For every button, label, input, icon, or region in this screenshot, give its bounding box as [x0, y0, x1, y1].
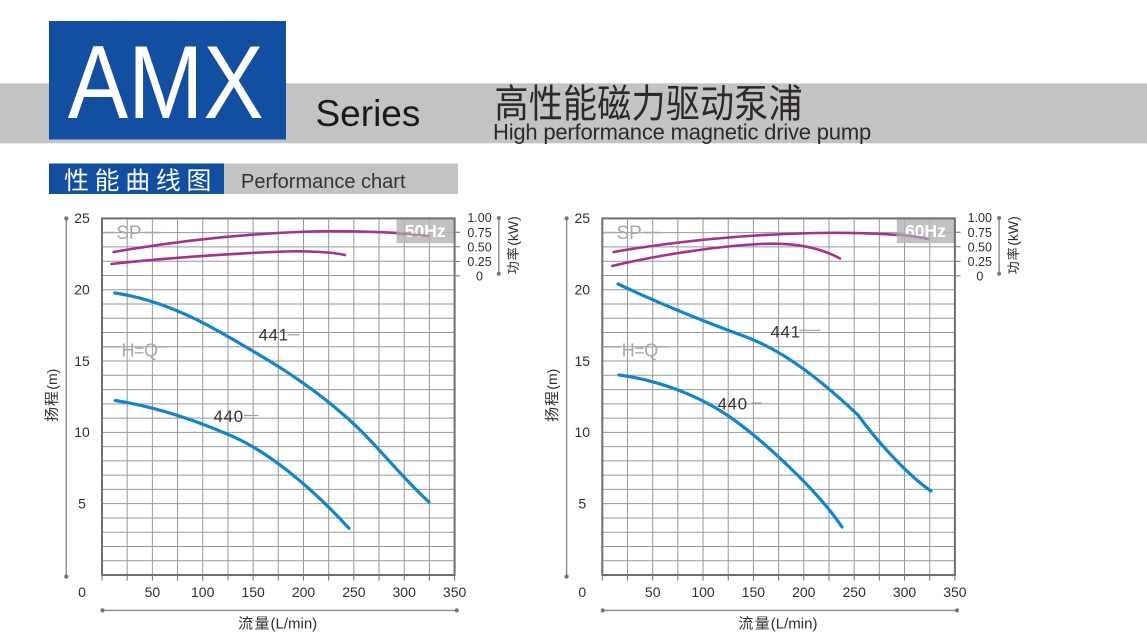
svg-text:0: 0 — [476, 269, 483, 283]
svg-text:0: 0 — [976, 269, 983, 283]
svg-text:SP: SP — [116, 223, 141, 244]
svg-text:0.25: 0.25 — [467, 255, 491, 269]
svg-text:300: 300 — [393, 584, 417, 600]
svg-text:25: 25 — [74, 210, 90, 226]
svg-text:0.50: 0.50 — [968, 240, 992, 254]
svg-text:250: 250 — [843, 584, 867, 600]
svg-text:Performance chart: Performance chart — [241, 171, 406, 193]
svg-text:150: 150 — [742, 584, 766, 600]
svg-text:15: 15 — [575, 353, 591, 369]
svg-text:5: 5 — [78, 496, 86, 512]
svg-text:441: 441 — [771, 323, 801, 342]
svg-text:AMX: AMX — [68, 24, 264, 140]
svg-text:440: 440 — [214, 407, 244, 426]
svg-text:(m): (m) — [544, 369, 560, 390]
svg-text:440: 440 — [718, 395, 748, 414]
svg-text:0.75: 0.75 — [968, 226, 992, 240]
svg-text:250: 250 — [342, 584, 366, 600]
svg-text:150: 150 — [241, 584, 265, 600]
svg-text:(L/min): (L/min) — [271, 615, 318, 632]
svg-text:10: 10 — [575, 424, 591, 440]
svg-text:10: 10 — [74, 424, 90, 440]
svg-text:H=Q: H=Q — [622, 340, 659, 360]
svg-text:0: 0 — [78, 584, 86, 600]
svg-text:350: 350 — [943, 584, 967, 600]
svg-text:50: 50 — [645, 584, 661, 600]
svg-text:0.25: 0.25 — [968, 255, 992, 269]
svg-text:300: 300 — [893, 584, 917, 600]
svg-text:(m): (m) — [44, 369, 60, 390]
svg-text:SP: SP — [617, 223, 642, 244]
svg-text:H=Q: H=Q — [122, 340, 159, 360]
svg-text:High performance magnetic driv: High performance magnetic drive pump — [493, 120, 871, 145]
svg-text:100: 100 — [191, 584, 215, 600]
svg-text:(kW): (kW) — [505, 216, 521, 246]
svg-text:25: 25 — [575, 210, 591, 226]
svg-text:0.50: 0.50 — [467, 240, 491, 254]
svg-text:20: 20 — [575, 282, 591, 298]
svg-text:200: 200 — [792, 584, 816, 600]
svg-text:20: 20 — [74, 282, 90, 298]
svg-text:0.75: 0.75 — [467, 226, 491, 240]
svg-text:0: 0 — [578, 584, 586, 600]
svg-text:200: 200 — [292, 584, 316, 600]
svg-text:1.00: 1.00 — [467, 211, 491, 225]
svg-text:5: 5 — [578, 496, 586, 512]
svg-text:100: 100 — [691, 584, 715, 600]
svg-text:350: 350 — [443, 584, 467, 600]
svg-text:50Hz: 50Hz — [405, 221, 446, 241]
svg-text:(L/min): (L/min) — [771, 615, 818, 632]
svg-text:441: 441 — [259, 325, 289, 344]
svg-text:Series: Series — [316, 93, 421, 134]
svg-text:(kW): (kW) — [1005, 216, 1021, 246]
svg-text:50: 50 — [145, 584, 161, 600]
svg-text:1.00: 1.00 — [968, 211, 992, 225]
svg-text:15: 15 — [74, 353, 90, 369]
